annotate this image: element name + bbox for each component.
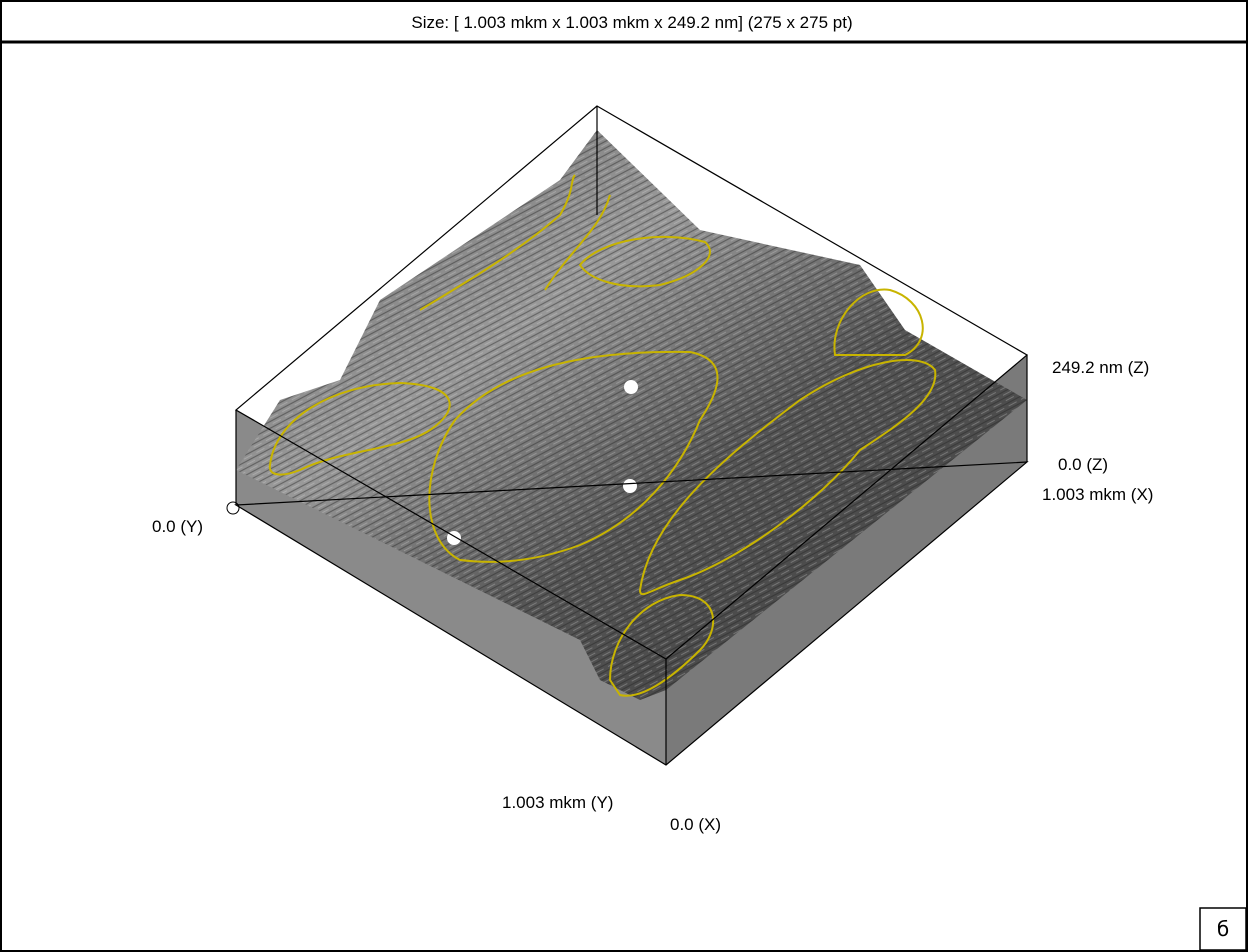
- panel-label: б: [1217, 917, 1229, 941]
- z-min-label: 0.0 (Z): [1058, 455, 1108, 474]
- y-min-label: 0.0 (Y): [152, 517, 203, 536]
- x-max-label: 1.003 mkm (X): [1042, 485, 1153, 504]
- marker: [623, 479, 637, 493]
- page: Size: [ 1.003 mkm x 1.003 mkm x 249.2 nm…: [0, 0, 1248, 952]
- x-min-label: 0.0 (X): [670, 815, 721, 834]
- viewer: Size: [ 1.003 mkm x 1.003 mkm x 249.2 nm…: [0, 0, 1248, 952]
- y-max-label: 1.003 mkm (Y): [502, 793, 613, 812]
- header-title: Size: [ 1.003 mkm x 1.003 mkm x 249.2 nm…: [411, 13, 852, 32]
- z-max-label: 249.2 nm (Z): [1052, 358, 1149, 377]
- marker: [624, 380, 638, 394]
